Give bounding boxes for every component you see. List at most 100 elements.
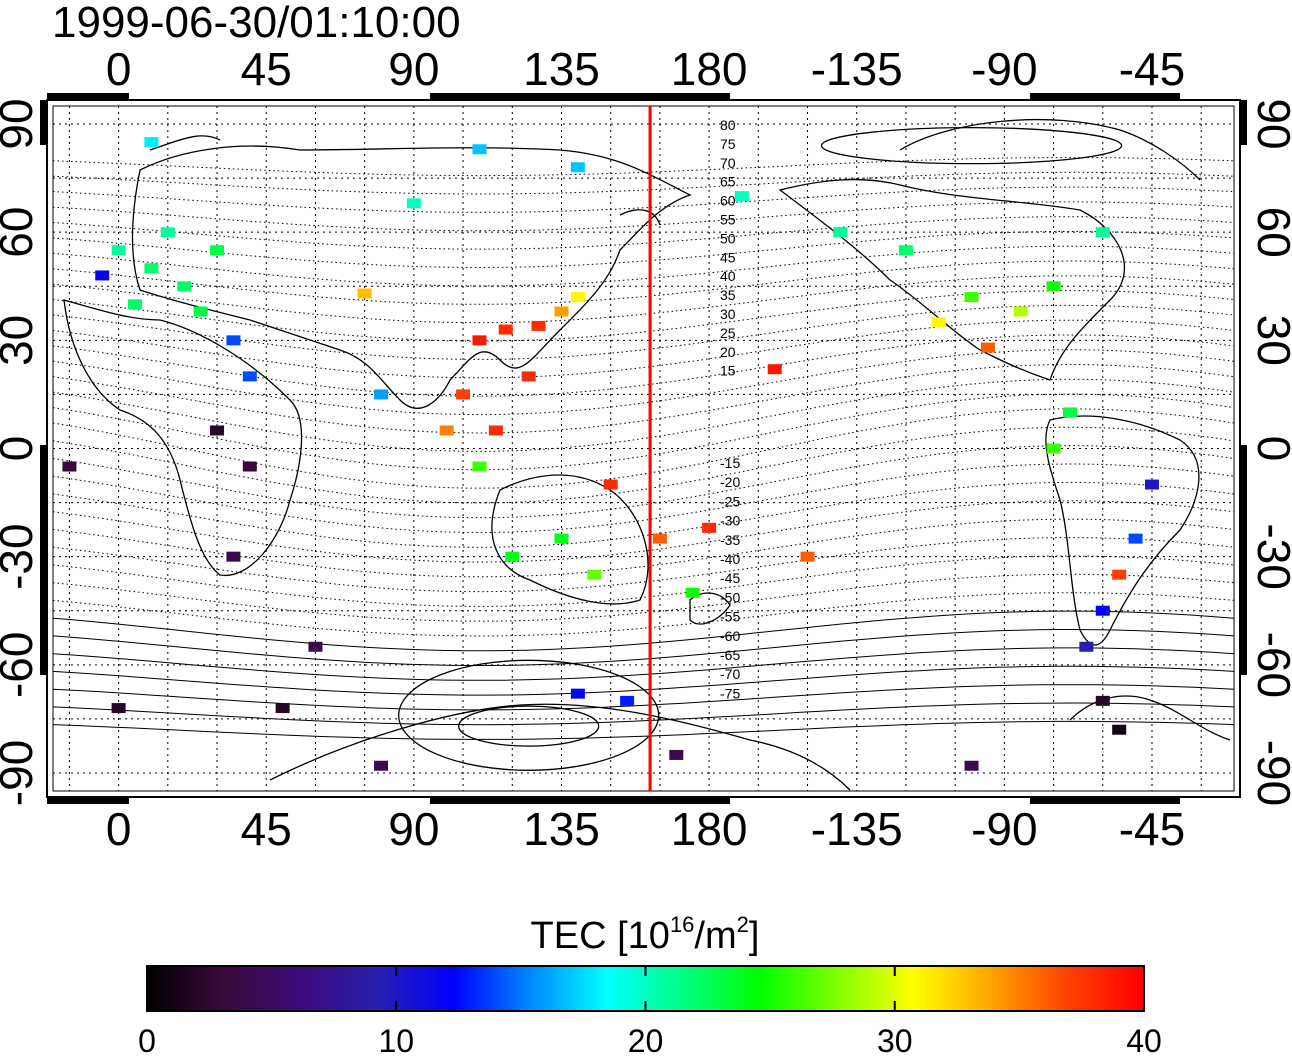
tec-point bbox=[800, 551, 815, 562]
tec-point bbox=[505, 551, 520, 562]
mlat-label: -65 bbox=[720, 647, 740, 663]
colorbar-tick-label: 40 bbox=[1126, 1023, 1162, 1057]
colorbar-title: TEC [1016/m2] bbox=[531, 912, 760, 957]
mlat-contour bbox=[52, 537, 1235, 593]
mlat-contour bbox=[52, 216, 1235, 250]
mlat-label: 25 bbox=[720, 325, 736, 341]
tec-point bbox=[111, 245, 126, 256]
latitude-tick-label: -60 bbox=[1248, 632, 1292, 698]
colorbar-tick-label: 10 bbox=[378, 1023, 414, 1057]
tec-point bbox=[1112, 724, 1127, 735]
colorbar-ticks: 0 10 20 30 40 bbox=[138, 966, 1162, 1057]
latitude-tick-label: 90 bbox=[0, 98, 42, 149]
mlat-contour bbox=[52, 426, 1235, 504]
latitude-tick-label: -30 bbox=[0, 523, 42, 589]
tec-point bbox=[964, 292, 979, 303]
longitude-tick-label: 90 bbox=[388, 43, 439, 95]
tec-point bbox=[488, 425, 503, 436]
mlat-contour bbox=[52, 629, 1235, 666]
mlat-contour bbox=[52, 610, 1235, 652]
tec-point bbox=[1046, 443, 1061, 454]
tec-point bbox=[472, 144, 487, 155]
mlat-contour bbox=[52, 349, 1235, 416]
longitude-tick-label: -90 bbox=[971, 803, 1037, 855]
mlat-label: 65 bbox=[720, 174, 736, 190]
mlat-label: 15 bbox=[720, 363, 736, 379]
longitude-tick-label: 180 bbox=[671, 43, 748, 95]
tec-point bbox=[980, 342, 995, 353]
tec-point bbox=[62, 461, 77, 472]
mlat-label: 80 bbox=[720, 117, 736, 133]
tec-point bbox=[374, 389, 389, 400]
mlat-contour bbox=[52, 363, 1235, 434]
mlat-label: 40 bbox=[720, 268, 736, 284]
mlat-contour bbox=[52, 319, 1235, 379]
tec-point bbox=[1144, 479, 1159, 490]
latitude-ticks-right: 90 60 30 0 -30 -60 -90 bbox=[1248, 98, 1292, 806]
tec-point bbox=[144, 263, 159, 274]
tec-point bbox=[1095, 605, 1110, 616]
mlat-contour bbox=[52, 201, 1235, 232]
tec-point bbox=[587, 569, 602, 580]
tec-point bbox=[1095, 695, 1110, 706]
longitude-ticks-bottom: 0 45 90 135 180 -135 -90 -45 bbox=[106, 803, 1185, 855]
tec-point bbox=[95, 270, 110, 281]
latitude-tick-label: 30 bbox=[1248, 315, 1292, 366]
tec-point bbox=[964, 760, 979, 771]
tec-point bbox=[1112, 569, 1127, 580]
mlat-label: -75 bbox=[720, 685, 740, 701]
tec-point bbox=[242, 461, 257, 472]
mlat-contour bbox=[52, 290, 1235, 342]
tec-point bbox=[1079, 641, 1094, 652]
tec-point bbox=[554, 306, 569, 317]
tec-point bbox=[111, 703, 126, 714]
tec-point bbox=[357, 288, 372, 299]
tec-point bbox=[702, 522, 717, 533]
tec-point bbox=[226, 551, 241, 562]
coastlines bbox=[63, 118, 1231, 791]
mlat-contour bbox=[52, 720, 1235, 740]
longitude-tick-label: 45 bbox=[241, 43, 292, 95]
tec-point bbox=[472, 461, 487, 472]
longitude-tick-label: -45 bbox=[1119, 803, 1185, 855]
latitude-tick-label: 0 bbox=[1248, 436, 1292, 462]
mlat-contour bbox=[52, 275, 1235, 324]
mlat-contour bbox=[52, 304, 1235, 360]
tec-point bbox=[498, 324, 513, 335]
tec-point bbox=[160, 227, 175, 238]
mlat-label: -60 bbox=[720, 628, 740, 644]
tec-point bbox=[570, 688, 585, 699]
mlat-label: -45 bbox=[720, 570, 740, 586]
tec-point bbox=[226, 335, 241, 346]
tec-data-points bbox=[62, 137, 1159, 771]
tec-point bbox=[210, 245, 225, 256]
tec-point bbox=[652, 533, 667, 544]
longitude-tick-label: -135 bbox=[811, 43, 903, 95]
colorbar-tick-label: 30 bbox=[877, 1023, 913, 1057]
longitude-tick-label: 90 bbox=[388, 803, 439, 855]
longitude-tick-label: 135 bbox=[523, 803, 600, 855]
mlat-label: 60 bbox=[720, 193, 736, 209]
tec-point bbox=[669, 749, 684, 760]
latitude-tick-label: -30 bbox=[1248, 523, 1292, 589]
mlat-contour bbox=[52, 555, 1235, 607]
tec-point bbox=[1128, 533, 1143, 544]
mlat-contour bbox=[52, 231, 1235, 268]
mlat-label: -15 bbox=[720, 455, 740, 471]
magnetic-latitude-contours bbox=[52, 127, 1235, 771]
longitude-tick-label: 45 bbox=[241, 803, 292, 855]
tec-point bbox=[898, 245, 913, 256]
timestamp-title: 1999-06-30/01:10:00 bbox=[52, 0, 461, 47]
tec-point bbox=[210, 425, 225, 436]
mlat-label: 30 bbox=[720, 306, 736, 322]
longitude-tick-label: 180 bbox=[671, 803, 748, 855]
magnetic-latitude-labels: 80 75 70 65 60 55 50 45 40 35 30 25 20 15 -15 -20 -25 -30… bbox=[720, 117, 740, 701]
mlat-pole-contour bbox=[458, 705, 600, 747]
mlat-pole-contour bbox=[820, 127, 1123, 165]
tec-point bbox=[685, 587, 700, 598]
tec-point bbox=[128, 299, 143, 310]
latitude-tick-label: -90 bbox=[1248, 740, 1292, 806]
tec-point bbox=[308, 641, 323, 652]
longitude-ticks-top: 0 45 90 135 180 -135 -90 -45 bbox=[106, 43, 1185, 95]
mlat-label: 55 bbox=[720, 212, 736, 228]
